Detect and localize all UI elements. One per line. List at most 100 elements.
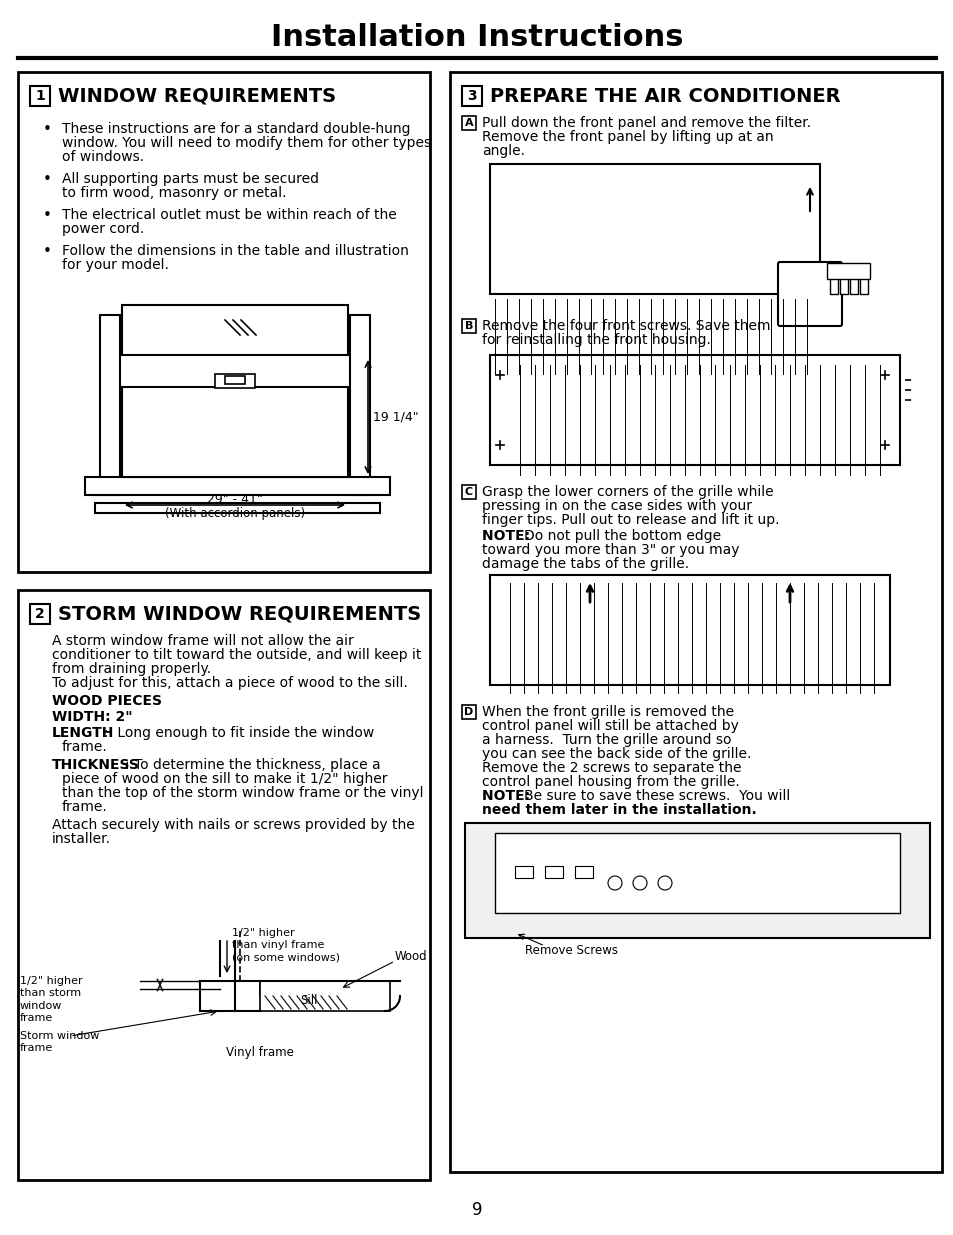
Text: control panel will still be attached by: control panel will still be attached by <box>481 719 739 734</box>
Text: Wood: Wood <box>395 950 427 962</box>
Text: STORM WINDOW REQUIREMENTS: STORM WINDOW REQUIREMENTS <box>58 604 421 624</box>
Bar <box>450 72 941 1172</box>
Text: window. You will need to modify them for other types: window. You will need to modify them for… <box>62 136 431 149</box>
Bar <box>464 823 929 939</box>
Text: B: B <box>464 321 473 331</box>
Bar <box>490 354 899 466</box>
Text: LENGTH: LENGTH <box>52 726 114 740</box>
Text: frame.: frame. <box>62 800 108 814</box>
Text: Vinyl frame: Vinyl frame <box>226 1046 294 1058</box>
Text: Be sure to save these screws.  You will: Be sure to save these screws. You will <box>523 789 789 803</box>
Text: conditioner to tilt toward the outside, and will keep it: conditioner to tilt toward the outside, … <box>52 648 421 662</box>
Text: THICKNESS: THICKNESS <box>52 758 140 772</box>
Bar <box>840 275 847 294</box>
Text: All supporting parts must be secured: All supporting parts must be secured <box>62 172 318 186</box>
Bar <box>849 275 857 294</box>
Text: Remove Screws: Remove Screws <box>524 944 618 956</box>
Bar <box>260 981 390 1011</box>
Text: A: A <box>464 119 473 128</box>
Bar <box>826 263 869 279</box>
Bar <box>95 503 379 513</box>
Text: WOOD PIECES: WOOD PIECES <box>52 694 162 708</box>
Text: Pull down the front panel and remove the filter.: Pull down the front panel and remove the… <box>481 116 810 130</box>
Text: finger tips. Pull out to release and lift it up.: finger tips. Pull out to release and lif… <box>481 513 779 527</box>
Text: pressing in on the case sides with your: pressing in on the case sides with your <box>481 499 751 513</box>
Text: than the top of the storm window frame or the vinyl: than the top of the storm window frame o… <box>62 785 423 800</box>
Text: To adjust for this, attach a piece of wood to the sill.: To adjust for this, attach a piece of wo… <box>52 676 407 690</box>
Bar <box>100 315 120 495</box>
Circle shape <box>658 876 671 890</box>
Text: WIDTH: 2": WIDTH: 2" <box>52 710 132 724</box>
Text: to firm wood, masonry or metal.: to firm wood, masonry or metal. <box>62 186 286 200</box>
Bar <box>461 86 481 106</box>
Bar <box>859 275 867 294</box>
Text: WINDOW REQUIREMENTS: WINDOW REQUIREMENTS <box>58 86 335 105</box>
Bar <box>461 705 476 719</box>
Text: 1/2" higher
than storm
window
frame: 1/2" higher than storm window frame <box>20 976 83 1024</box>
Text: Follow the dimensions in the table and illustration: Follow the dimensions in the table and i… <box>62 245 409 258</box>
Text: power cord.: power cord. <box>62 222 144 236</box>
Text: :  Long enough to fit inside the window: : Long enough to fit inside the window <box>104 726 374 740</box>
Bar <box>260 981 339 995</box>
Text: •: • <box>43 122 51 137</box>
Text: piece of wood on the sill to make it 1/2" higher: piece of wood on the sill to make it 1/2… <box>62 772 387 785</box>
Text: NOTE:: NOTE: <box>481 529 535 543</box>
Bar <box>122 387 348 477</box>
Text: frame.: frame. <box>62 740 108 755</box>
Text: : To determine the thickness, place a: : To determine the thickness, place a <box>125 758 380 772</box>
Bar <box>490 576 889 685</box>
Text: (With accordion panels): (With accordion panels) <box>165 508 305 520</box>
Text: C: C <box>464 487 473 496</box>
Text: D: D <box>464 706 473 718</box>
Bar <box>544 866 562 878</box>
Text: •: • <box>43 245 51 259</box>
Text: damage the tabs of the grille.: damage the tabs of the grille. <box>481 557 688 571</box>
Text: a harness.  Turn the grille around so: a harness. Turn the grille around so <box>481 734 731 747</box>
Bar <box>30 604 50 624</box>
Text: 1: 1 <box>35 89 45 103</box>
Text: The electrical outlet must be within reach of the: The electrical outlet must be within rea… <box>62 207 396 222</box>
Bar <box>225 375 245 384</box>
Text: control panel housing from the grille.: control panel housing from the grille. <box>481 776 739 789</box>
Text: you can see the back side of the grille.: you can see the back side of the grille. <box>481 747 751 761</box>
Bar <box>495 832 899 913</box>
Circle shape <box>607 876 621 890</box>
Text: Sill: Sill <box>299 994 317 1008</box>
Text: •: • <box>43 172 51 186</box>
Text: 1/2" higher
than vinyl frame
(on some windows): 1/2" higher than vinyl frame (on some wi… <box>232 927 339 963</box>
Text: 29" - 41": 29" - 41" <box>207 493 263 506</box>
Text: for reinstalling the front housing.: for reinstalling the front housing. <box>481 333 710 347</box>
Bar <box>85 477 390 495</box>
Bar <box>515 866 533 878</box>
Text: Do not pull the bottom edge: Do not pull the bottom edge <box>523 529 720 543</box>
Bar <box>122 305 348 354</box>
Text: of windows.: of windows. <box>62 149 144 164</box>
Text: installer.: installer. <box>52 832 111 846</box>
Bar <box>490 164 820 294</box>
Text: need them later in the installation.: need them later in the installation. <box>481 803 756 818</box>
Text: These instructions are for a standard double-hung: These instructions are for a standard do… <box>62 122 410 136</box>
Text: Remove the front panel by lifting up at an: Remove the front panel by lifting up at … <box>481 130 773 144</box>
Text: Grasp the lower corners of the grille while: Grasp the lower corners of the grille wh… <box>481 485 773 499</box>
Text: 9: 9 <box>471 1200 482 1219</box>
Bar <box>461 116 476 130</box>
Text: Installation Instructions: Installation Instructions <box>271 23 682 53</box>
Text: Storm window
frame: Storm window frame <box>20 1031 99 1052</box>
Bar <box>829 275 837 294</box>
Bar <box>350 315 370 495</box>
Bar <box>461 485 476 499</box>
Text: 3: 3 <box>467 89 476 103</box>
Text: Attach securely with nails or screws provided by the: Attach securely with nails or screws pro… <box>52 818 415 832</box>
Text: •: • <box>43 207 51 224</box>
Text: angle.: angle. <box>481 144 524 158</box>
FancyBboxPatch shape <box>778 262 841 326</box>
Bar <box>214 374 254 388</box>
Bar <box>461 319 476 333</box>
Text: 19 1/4": 19 1/4" <box>373 410 418 424</box>
Bar <box>18 590 430 1179</box>
Bar <box>30 86 50 106</box>
Text: 2: 2 <box>35 606 45 621</box>
Text: from draining properly.: from draining properly. <box>52 662 211 676</box>
Text: Remove the four front screws. Save them: Remove the four front screws. Save them <box>481 319 770 333</box>
Text: PREPARE THE AIR CONDITIONER: PREPARE THE AIR CONDITIONER <box>490 86 840 105</box>
